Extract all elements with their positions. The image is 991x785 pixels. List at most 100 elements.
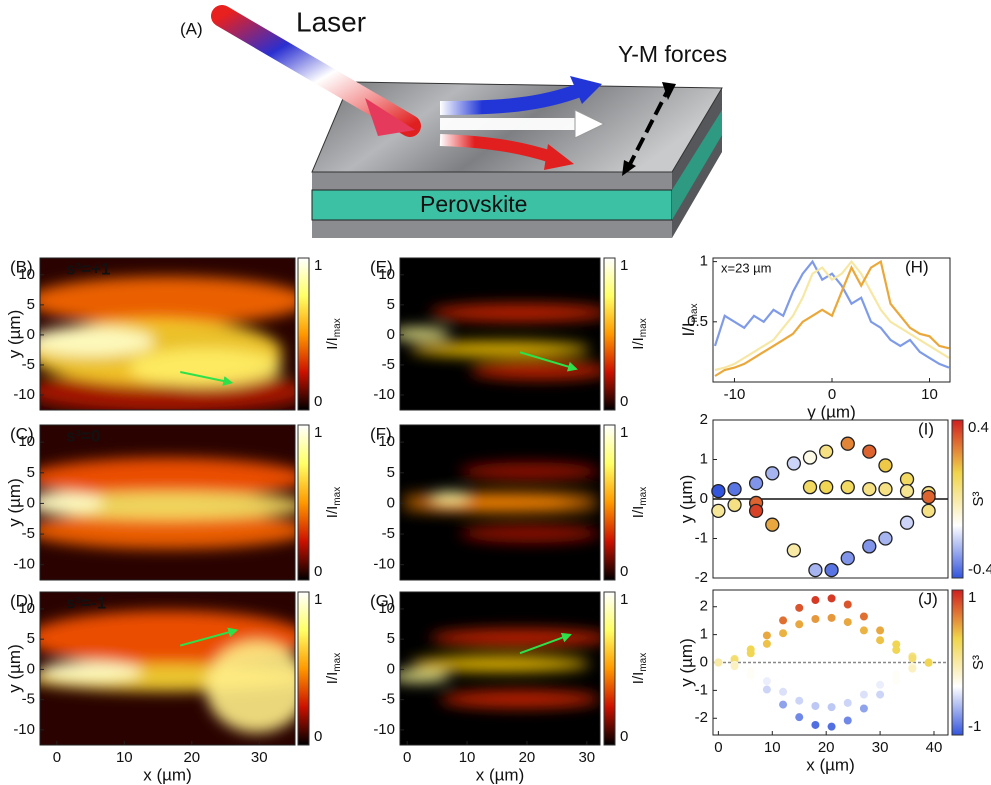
colorbar-label-sub: max	[332, 318, 343, 337]
data-point	[766, 518, 779, 531]
colorbar-label: S³	[970, 491, 987, 506]
data-dot	[795, 620, 803, 628]
material-label: Perovskite	[420, 191, 527, 217]
data-dot	[779, 629, 787, 637]
data-dot	[811, 702, 819, 710]
data-dot	[763, 686, 771, 694]
heatmap-image	[390, 592, 610, 745]
colorbar-tick-label: 1	[620, 257, 628, 274]
y-tick-label: 5	[387, 630, 395, 647]
y-tick-label: -10	[13, 721, 35, 738]
panel-annotation: s³=+1	[66, 259, 110, 278]
y-tick-label: -1	[695, 529, 708, 546]
data-dot	[763, 640, 771, 648]
data-dot	[811, 721, 819, 729]
y-tick-label: 0	[700, 653, 708, 670]
colorbar	[298, 258, 309, 410]
intensity-blob	[430, 304, 610, 322]
panel-label: (C)	[10, 424, 34, 443]
y-axis-label: y (µm)	[5, 310, 24, 359]
data-point	[728, 498, 741, 511]
y-tick-label: 5	[27, 296, 35, 313]
colorbar-tick-label: 0	[314, 728, 322, 745]
colorbar-tick-label: 1	[314, 591, 322, 608]
x-axis-label: y (µm)	[807, 402, 856, 421]
data-dot	[763, 677, 771, 685]
data-dot	[876, 636, 884, 644]
colorbar	[952, 590, 963, 735]
intensity-blob	[430, 492, 470, 504]
data-dot	[876, 626, 884, 634]
x-tick-label: 0	[714, 739, 722, 756]
y-axis-label: y (µm)	[677, 638, 696, 687]
data-point	[922, 491, 935, 504]
colorbar-label: I/Imax	[324, 318, 343, 349]
data-point	[901, 473, 914, 486]
data-dot	[811, 596, 819, 604]
intensity-blob	[460, 462, 600, 481]
colorbar-tick-label: 1	[314, 424, 322, 441]
y-tick-label: 0	[27, 494, 35, 511]
laser-label: Laser	[296, 6, 366, 37]
annotation: x=23 µm	[721, 260, 771, 275]
y-tick-label: -2	[695, 569, 708, 586]
data-point	[804, 451, 817, 464]
data-dot	[876, 681, 884, 689]
y-tick-label: 0	[27, 326, 35, 343]
panel-label: (E)	[370, 257, 393, 276]
y-tick-label: -1	[695, 681, 708, 698]
intensity-blob	[390, 328, 450, 340]
data-dot	[892, 677, 900, 685]
x-tick-label: 10	[459, 749, 476, 766]
x-tick-label: 10	[116, 749, 133, 766]
panel-label: (A)	[180, 19, 203, 38]
y-axis-label: y (µm)	[5, 644, 24, 693]
data-point	[863, 483, 876, 496]
y-tick-label: 5	[387, 296, 395, 313]
y-axis-label: I/Imax	[679, 303, 699, 336]
panel-label: (I)	[918, 419, 934, 438]
x-tick-label: 40	[926, 739, 943, 756]
colorbar-tick-label: 1	[968, 589, 976, 606]
plot-frame	[713, 258, 950, 382]
x-tick-label: 20	[818, 739, 835, 756]
x-tick-label: 10	[764, 739, 781, 756]
colorbar-label-main: I/I	[630, 337, 647, 350]
y-tick-label: -10	[373, 721, 395, 738]
x-tick-label: 30	[578, 749, 595, 766]
panel-label: (D)	[10, 591, 34, 610]
data-dot	[844, 699, 852, 707]
intensity-blob	[440, 690, 600, 708]
data-dot	[908, 665, 916, 673]
y-tick-label: 0	[387, 326, 395, 343]
data-dot	[747, 649, 755, 657]
data-dot	[860, 705, 868, 713]
y-tick-label: 0	[387, 494, 395, 511]
heatmap-image	[27, 258, 308, 413]
data-point	[879, 459, 892, 472]
intensity-blob	[27, 326, 155, 356]
intensity-blob	[27, 492, 104, 514]
intensity-blob	[470, 361, 610, 379]
data-point	[825, 564, 838, 577]
y-axis-label-main: y (µm)	[677, 475, 696, 524]
intensity-blob	[430, 629, 610, 647]
intensity-blob	[27, 276, 308, 325]
y-tick-label: -10	[13, 556, 35, 573]
y-tick-label: 5	[27, 464, 35, 481]
data-dot	[811, 615, 819, 623]
colorbar-label: S³	[970, 655, 987, 670]
y-axis-label-main: y (µm)	[5, 644, 24, 693]
data-point	[879, 532, 892, 545]
data-point	[820, 481, 833, 494]
colorbar	[604, 425, 615, 580]
panel-annotation: s³=-1	[66, 593, 106, 612]
colorbar	[604, 258, 615, 410]
heatmap-image	[400, 425, 600, 580]
colorbar-tick-label: 1	[620, 591, 628, 608]
y-tick-label: 1	[700, 626, 708, 643]
data-dot	[860, 691, 868, 699]
y-axis-label-main: I/I	[679, 322, 698, 336]
data-point	[841, 552, 854, 565]
data-dot	[763, 631, 771, 639]
